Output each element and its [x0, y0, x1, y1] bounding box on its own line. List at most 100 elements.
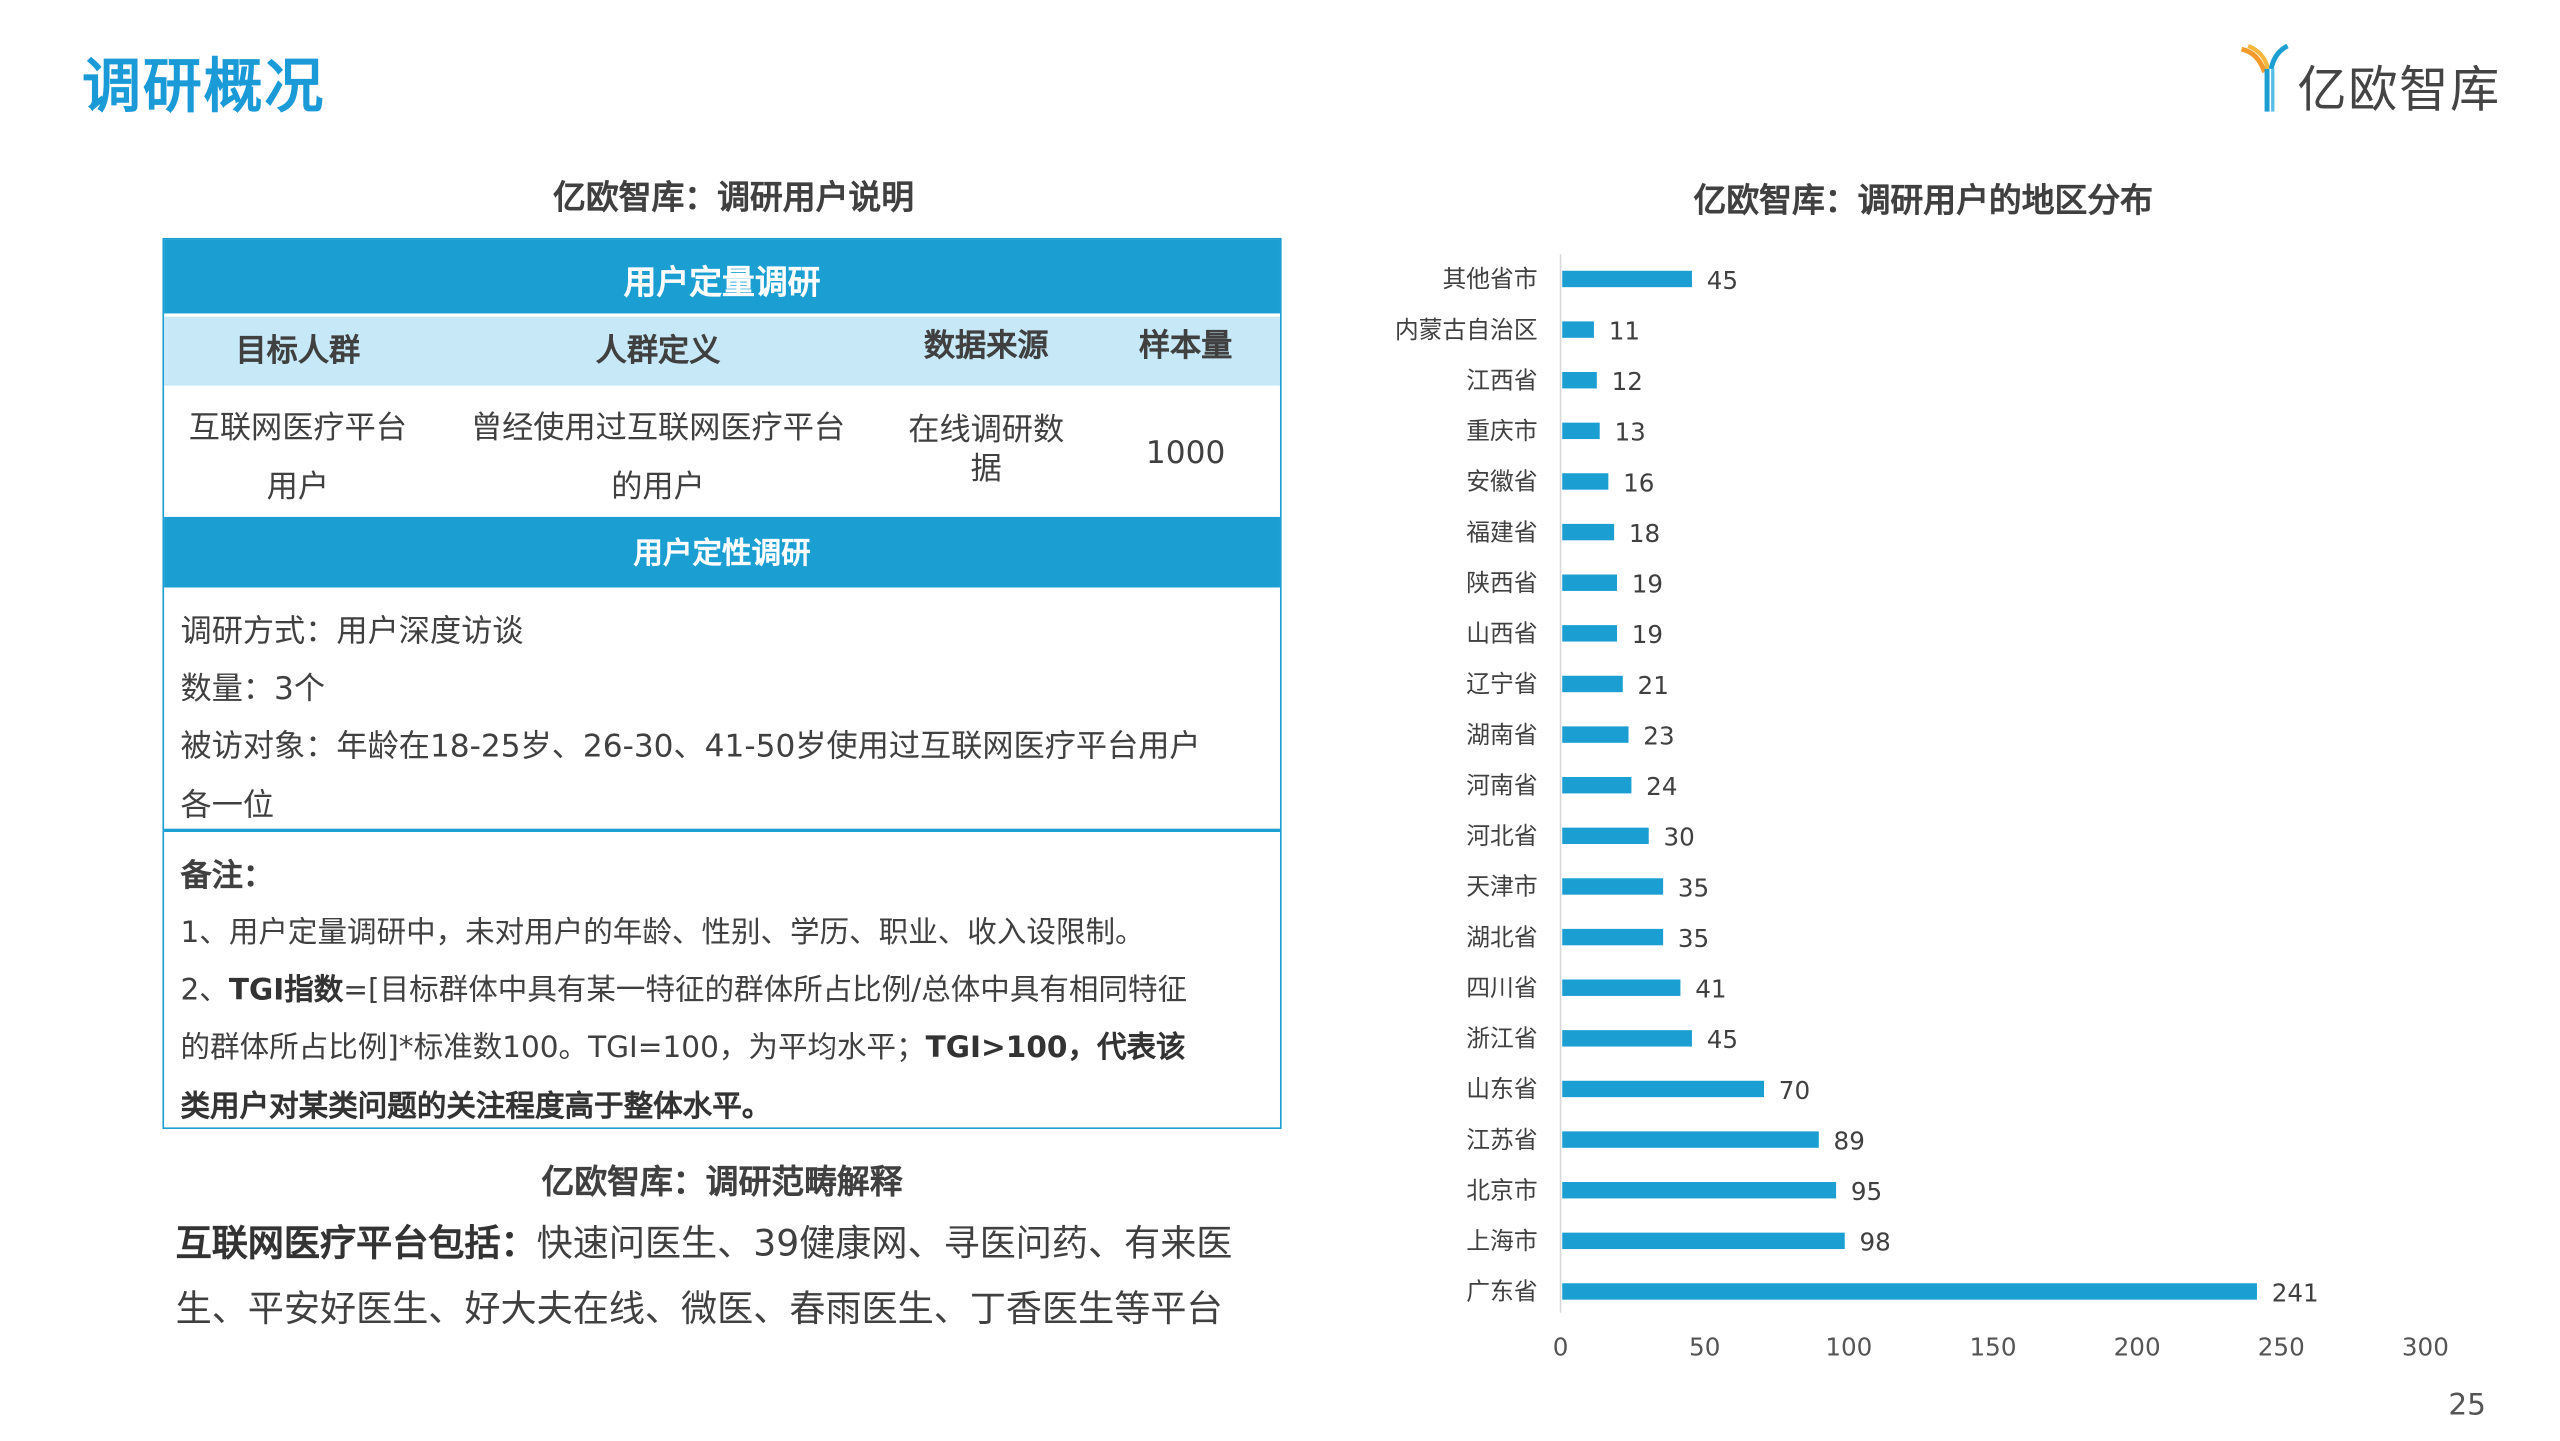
qual-line: 被访对象：年龄在18-25岁、26-30、41-50岁使用过互联网医疗平台用户 [180, 728, 1201, 765]
category-label: 四川省 [1466, 974, 1537, 1002]
qual-line: 各一位 [180, 787, 275, 824]
col-source: 数据来源 [923, 328, 1049, 365]
category-label: 湖南省 [1466, 721, 1537, 749]
bar [1562, 1182, 1837, 1199]
scope-title: 亿欧智库：调研范畴解释 [541, 1161, 903, 1202]
col-target: 目标人群 [235, 333, 361, 370]
category-label: 山东省 [1466, 1075, 1537, 1103]
definition-cell-2: 的用户 [611, 469, 705, 506]
bar [1562, 878, 1664, 895]
note-2-prefix: 2、 [180, 973, 229, 1008]
survey-table: 用户定量调研 目标人群 人群定义 数据来源 样本量 互联网医疗平台 用户 曾经使… [162, 237, 1282, 1130]
bar [1562, 928, 1664, 946]
bar [1562, 979, 1681, 996]
bar [1562, 523, 1615, 541]
scope-line-1: 互联网医疗平台包括：快速问医生、39健康网、寻医问药、有来医 [176, 1214, 1233, 1267]
data-label: 35 [1678, 873, 1709, 902]
data-label: 35 [1678, 924, 1709, 953]
qual-line: 调研方式：用户深度访谈 [180, 613, 524, 650]
data-label: 12 [1612, 367, 1643, 396]
scope-text-1: 快速问医生、39健康网、寻医问药、有来医 [536, 1224, 1233, 1266]
bar [1562, 1030, 1692, 1047]
bar [1562, 1283, 2257, 1300]
chart-title: 亿欧智库：调研用户的地区分布 [1693, 180, 2153, 220]
bar [1562, 827, 1649, 845]
note-4-bold: 类用户对某类问题的关注程度高于整体水平。 [180, 1089, 772, 1125]
left-panel-title: 亿欧智库：调研用户说明 [553, 177, 915, 217]
x-tick-label: 250 [2258, 1332, 2305, 1361]
category-label: 浙江省 [1466, 1025, 1537, 1053]
bar [1562, 422, 1600, 440]
data-label: 21 [1638, 671, 1669, 700]
qual-line: 数量：3个 [180, 671, 326, 708]
x-tick-label: 150 [1970, 1332, 2017, 1361]
bar [1562, 321, 1594, 338]
page-title: 调研概况 [82, 54, 325, 122]
data-label: 45 [1707, 1025, 1738, 1054]
bar [1562, 1232, 1845, 1250]
x-tick-label: 300 [2402, 1332, 2449, 1361]
bar [1562, 473, 1609, 490]
category-label: 江苏省 [1466, 1126, 1537, 1154]
data-label: 18 [1629, 519, 1660, 548]
bar [1562, 372, 1597, 389]
category-label: 山西省 [1466, 620, 1537, 648]
target-cell-2: 用户 [266, 469, 330, 506]
data-label: 95 [1851, 1177, 1882, 1206]
note-2-bold: TGI指数 [228, 973, 344, 1008]
note-3-plain: 的群体所占比例]*标准数100。TGI=100，为平均水平； [180, 1030, 926, 1066]
bar [1562, 675, 1623, 693]
source-cell-2: 据 [970, 451, 1002, 488]
data-label: 11 [1609, 316, 1640, 345]
data-label: 19 [1632, 620, 1663, 649]
category-label: 河北省 [1466, 822, 1537, 850]
category-label: 湖北省 [1466, 923, 1537, 951]
data-label: 24 [1646, 772, 1677, 801]
logo-mark-icon [2240, 43, 2289, 112]
note-2: 2、TGI指数=[目标群体中具有某一特征的群体所占比例/总体中具有相同特征 [181, 967, 1188, 1010]
notes-label: 备注： [180, 858, 275, 895]
source-cell-1: 在线调研数 [908, 411, 1065, 448]
category-label: 安徽省 [1466, 468, 1537, 496]
x-tick-label: 200 [2114, 1332, 2161, 1361]
page-number: 25 [2448, 1388, 2486, 1423]
category-label: 内蒙古自治区 [1395, 316, 1538, 344]
category-label: 河南省 [1466, 771, 1537, 799]
data-label: 13 [1614, 418, 1645, 447]
col-definition: 人群定义 [595, 333, 721, 370]
bar [1562, 1131, 1819, 1148]
category-label: 重庆市 [1466, 417, 1537, 445]
category-label: 天津市 [1466, 873, 1537, 901]
scope-line-2: 生、平安好医生、好大夫在线、微医、春雨医生、丁香医生等平台 [175, 1289, 1223, 1331]
category-label: 辽宁省 [1466, 670, 1537, 698]
bar [1562, 270, 1692, 288]
bar [1562, 726, 1629, 743]
column-header-row: 目标人群 人群定义 数据来源 样本量 [164, 316, 1280, 386]
x-tick-label: 50 [1689, 1332, 1720, 1361]
bar [1562, 777, 1632, 794]
category-label: 上海市 [1466, 1227, 1537, 1255]
data-label: 23 [1643, 721, 1674, 750]
target-cell-1: 互联网医疗平台 [188, 410, 407, 447]
x-tick-label: 100 [1825, 1332, 1872, 1361]
definition-cell-1: 曾经使用过互联网医疗平台 [470, 410, 846, 447]
divider [164, 828, 1280, 832]
bar [1562, 1080, 1765, 1098]
note-4: 类用户对某类问题的关注程度高于整体水平。 [181, 1083, 772, 1126]
data-label: 16 [1623, 468, 1654, 497]
note-3: 的群体所占比例]*标准数100。TGI=100，为平均水平；TGI>100，代表… [181, 1024, 1186, 1067]
x-tick-label: 0 [1553, 1332, 1569, 1361]
bar [1562, 574, 1618, 591]
logo: 亿欧智库 [2238, 43, 2517, 120]
category-label: 江西省 [1466, 366, 1537, 394]
note-3-bold: TGI>100，代表该 [925, 1030, 1186, 1066]
data-label: 19 [1632, 570, 1663, 599]
scope-bold: 互联网医疗平台包括： [175, 1224, 537, 1266]
category-label: 北京市 [1466, 1176, 1537, 1204]
data-label: 70 [1779, 1076, 1810, 1105]
data-label: 98 [1860, 1228, 1891, 1257]
data-label: 41 [1695, 975, 1726, 1004]
category-label: 陕西省 [1466, 569, 1537, 597]
category-label: 其他省市 [1442, 265, 1537, 293]
